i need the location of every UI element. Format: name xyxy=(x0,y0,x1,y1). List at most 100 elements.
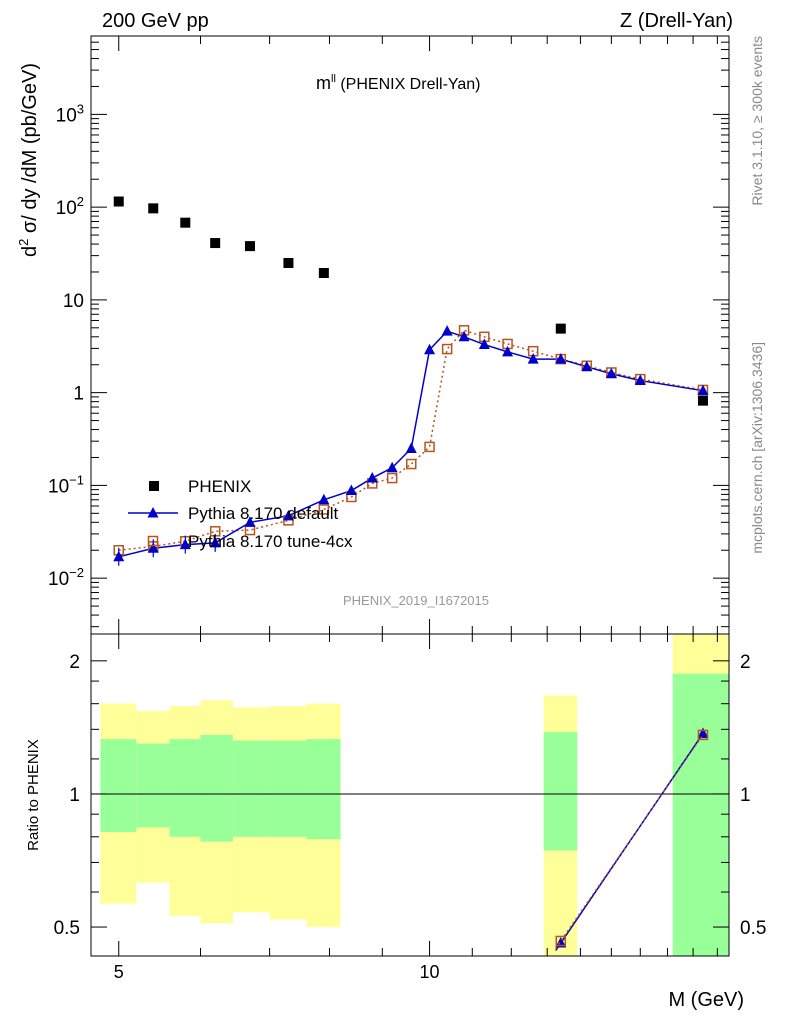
plot-title-sup: ll xyxy=(331,73,336,85)
series-line-pythia-default xyxy=(118,330,704,558)
legend: PHENIX Pythia 8.170 default Pythia 8.170 t… xyxy=(128,477,353,551)
data-point-pythia-default xyxy=(581,360,593,372)
ratio-band-inner xyxy=(169,739,201,837)
ratio-y-tick-label-right: 1 xyxy=(740,785,751,806)
x-tick-label: 10 xyxy=(420,962,440,982)
data-point-pythia-default xyxy=(179,538,191,550)
data-point-pythia-default xyxy=(113,550,125,562)
y-tick-label: 10−2 xyxy=(48,565,84,590)
y-tick-label: 10 xyxy=(63,291,84,312)
ratio-point-pythia-default xyxy=(697,727,709,738)
ratio-band-inner xyxy=(136,743,170,828)
y-tick-label-exponent: −1 xyxy=(69,472,84,487)
header-left: 200 GeV pp xyxy=(102,10,209,32)
y-tick-label: 102 xyxy=(56,194,84,219)
ratio-bands xyxy=(100,634,729,956)
plot-title: mll (PHENIX Drell-Yan) xyxy=(316,73,481,93)
ratio-band-inner xyxy=(232,740,270,837)
ratio-band-inner xyxy=(269,740,307,837)
data-point-pythia-default xyxy=(555,353,567,364)
side-label-rivet: Rivet 3.1.10, ≥ 300k events xyxy=(749,36,765,206)
series-line-pythia-tune-4cx xyxy=(118,329,704,551)
ratio-y-tick-label: 1 xyxy=(69,785,80,806)
legend-marker-phenix xyxy=(149,481,159,491)
plot-title-rest: (PHENIX Drell-Yan) xyxy=(336,76,481,93)
ratio-lines xyxy=(555,727,709,951)
y-tick-label-base: 1 xyxy=(73,384,84,405)
ratio-y-axis-label: Ratio to PHENIX xyxy=(25,739,42,851)
data-point-phenix xyxy=(555,323,566,334)
y-tick-label-base: 10 xyxy=(63,291,84,312)
y-tick-label-base: 10 xyxy=(56,198,77,219)
y-tick-label-base: 10 xyxy=(56,105,77,126)
ratio-plot-frame xyxy=(90,633,730,957)
y-tick-label-exponent: −2 xyxy=(69,565,84,580)
main-lines xyxy=(118,329,704,558)
legend-label: PHENIX xyxy=(188,477,251,496)
legend-label: Pythia 8.170 default xyxy=(188,504,339,523)
x-axis-label: M (GeV) xyxy=(668,989,744,1011)
ratio-y-tick-label-right: 0.5 xyxy=(740,918,766,939)
data-point-pythia-default xyxy=(318,493,330,505)
data-point-pythia-default xyxy=(282,509,294,521)
data-point-pythia-default xyxy=(605,367,617,379)
data-point-phenix xyxy=(210,238,221,249)
data-point-pythia-default xyxy=(634,374,646,386)
data-point-pythia-default xyxy=(386,461,398,473)
legend-label: Pythia 8.170 tune-4cx xyxy=(188,532,353,551)
data-point-pythia-default xyxy=(502,345,514,357)
data-point-pythia-default xyxy=(441,325,453,336)
data-point-pythia-tune-4cx xyxy=(441,343,453,355)
data-point-pythia-tune-4cx xyxy=(318,504,330,515)
data-point-pythia-default xyxy=(697,384,709,396)
data-point-pythia-tune-4cx xyxy=(386,472,398,484)
y-tick-label: 1 xyxy=(73,384,84,405)
ratio-point-pythia-tune-4cx xyxy=(555,935,567,947)
y-tick-label-exponent: 3 xyxy=(77,101,84,116)
ratio-band-inner xyxy=(306,739,341,840)
y-tick-label: 10−1 xyxy=(48,472,84,497)
data-point-pythia-default xyxy=(478,338,490,350)
header-right: Z (Drell-Yan) xyxy=(620,10,733,32)
data-point-pythia-default xyxy=(244,516,256,527)
data-point-pythia-default xyxy=(458,330,470,342)
x-tick-label: 5 xyxy=(114,962,124,982)
data-point-pythia-default xyxy=(527,353,539,364)
side-label-mcplots: mcplots.cern.ch [arXiv:1306.3436] xyxy=(749,342,765,554)
y-tick-label-exponent: 2 xyxy=(77,194,84,209)
ratio-y-tick-label: 0.5 xyxy=(54,918,80,939)
ratio-band-inner xyxy=(672,673,729,956)
ratio-band-inner xyxy=(100,739,137,833)
ratio-y-tick-label: 2 xyxy=(69,652,80,673)
ratio-line-pythia-tune-4cx xyxy=(555,734,704,949)
y-tick-label-base: 10 xyxy=(48,569,69,590)
data-point-pythia-default xyxy=(366,472,378,483)
y-axis-label: d2 σ/ dy /dM (pb/GeV) xyxy=(16,63,41,257)
ratio-y-tick-label-right: 2 xyxy=(740,652,751,673)
plot-title-main: m xyxy=(316,73,331,93)
data-point-pythia-tune-4cx xyxy=(424,441,435,453)
data-point-pythia-default xyxy=(209,536,221,548)
data-point-phenix xyxy=(113,196,124,207)
y-tick-label-base: 10 xyxy=(48,476,69,497)
data-point-phenix xyxy=(244,241,255,252)
data-point-phenix xyxy=(180,217,191,228)
data-point-phenix xyxy=(283,257,294,268)
y-tick-label: 103 xyxy=(56,101,84,126)
data-point-phenix xyxy=(148,203,159,214)
data-point-phenix xyxy=(697,395,708,406)
analysis-id: PHENIX_2019_I1672015 xyxy=(343,593,489,608)
ratio-band-inner xyxy=(543,732,578,851)
data-point-pythia-default xyxy=(345,484,357,496)
legend-marker-pythia-tune-4cx xyxy=(147,535,159,547)
data-point-phenix xyxy=(318,267,329,278)
main-markers xyxy=(113,196,709,566)
legend-marker-pythia-default xyxy=(147,507,159,518)
ratio-band-inner xyxy=(200,734,233,842)
ratio-point-pythia-tune-4cx xyxy=(697,729,709,741)
data-point-pythia-tune-4cx xyxy=(405,458,417,470)
data-point-pythia-default xyxy=(405,442,417,453)
data-point-pythia-default xyxy=(424,343,436,355)
